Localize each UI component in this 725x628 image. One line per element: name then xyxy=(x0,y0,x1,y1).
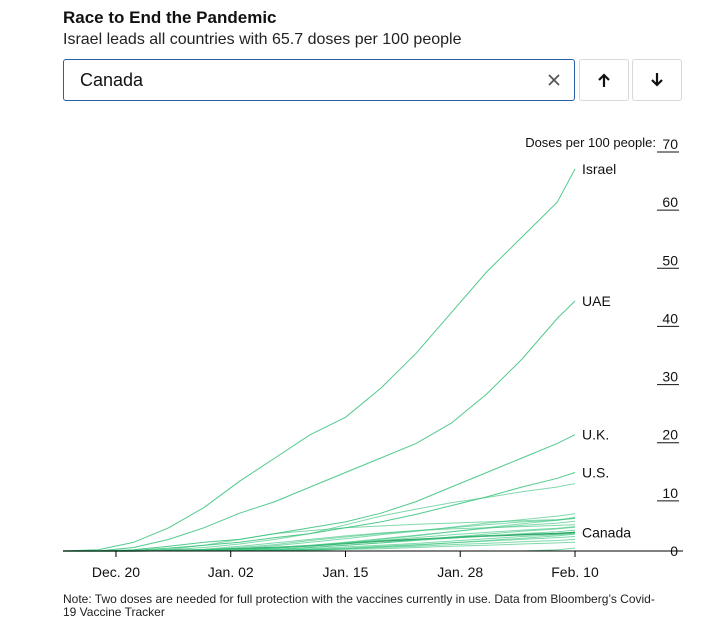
chart-subtitle: Israel leads all countries with 65.7 dos… xyxy=(63,31,462,48)
x-tick-label: Dec. 20 xyxy=(92,564,140,580)
arrow-up-icon xyxy=(598,73,610,87)
previous-country-button[interactable] xyxy=(579,59,629,101)
series-line-other-18 xyxy=(63,526,576,552)
series-line-u-s xyxy=(63,472,576,552)
y-tick-label: 30 xyxy=(662,369,678,385)
series-label-u-s: U.S. xyxy=(582,465,609,481)
y-tick-label: 60 xyxy=(662,194,678,210)
series-label-israel: Israel xyxy=(582,161,616,177)
country-search-input[interactable]: Canada xyxy=(63,59,575,101)
y-axis-label: Doses per 100 people: xyxy=(525,135,656,150)
arrow-down-icon xyxy=(651,73,663,87)
y-tick-label: 50 xyxy=(662,252,678,268)
series-label-u-k: U.K. xyxy=(582,427,609,443)
series-line-u-k xyxy=(63,434,576,552)
y-tick-label: 40 xyxy=(662,310,678,326)
x-tick-label: Jan. 28 xyxy=(437,564,483,580)
series-line-uae xyxy=(63,300,576,552)
y-tick-label: 20 xyxy=(662,427,678,443)
series-label-uae: UAE xyxy=(582,293,611,309)
next-country-button[interactable] xyxy=(632,59,682,101)
search-input-value[interactable]: Canada xyxy=(80,70,144,90)
x-tick-label: Jan. 02 xyxy=(208,564,254,580)
series-line-israel xyxy=(62,168,576,552)
series-line-other-16 xyxy=(63,483,576,552)
series-lines xyxy=(62,168,576,552)
footnote: Note: Two doses are needed for full prot… xyxy=(63,592,655,619)
chart-title: Race to End the Pandemic xyxy=(63,8,277,27)
x-tick-label: Jan. 15 xyxy=(323,564,369,580)
vaccination-line-chart: Doses per 100 people: Israel UAE U.K. U.S. C… xyxy=(62,135,683,580)
close-icon[interactable] xyxy=(546,70,562,90)
y-tick-label: 10 xyxy=(662,485,678,501)
y-tick-label: 70 xyxy=(662,136,678,152)
x-axis: Dec. 20 Jan. 02 Jan. 15 Jan. 28 Feb. 10 xyxy=(92,551,599,580)
series-label-canada: Canada xyxy=(582,524,631,540)
series-labels: Israel UAE U.K. U.S. Canada xyxy=(582,161,631,540)
x-tick-label: Feb. 10 xyxy=(551,564,599,580)
